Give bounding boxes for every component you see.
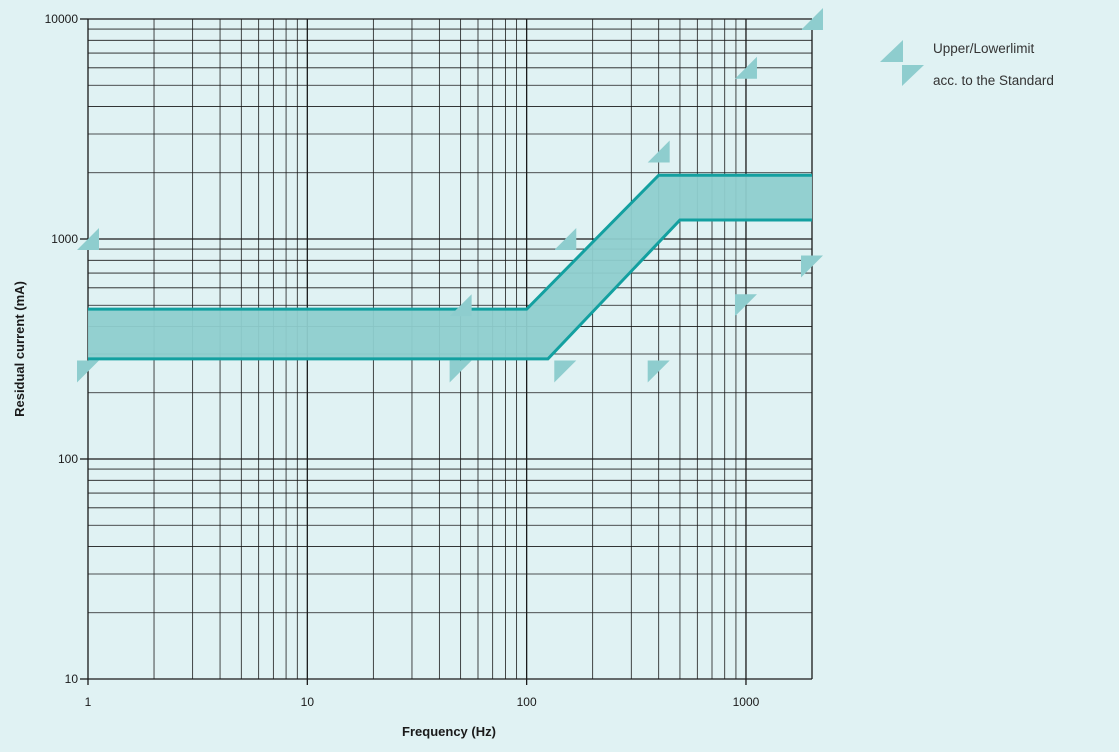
lower-limit-marker: [801, 255, 823, 278]
y-tick-label: 10: [65, 672, 79, 686]
band-area: [88, 175, 812, 359]
x-tick-label: 1000: [733, 695, 760, 709]
upper-limit-marker: [801, 8, 823, 30]
upper-limit-marker: [734, 56, 757, 79]
limit-markers: [77, 8, 823, 383]
upper-limit-marker: [647, 140, 670, 163]
legend-lower-marker: [902, 65, 924, 86]
upper-limit-marker: [77, 228, 99, 250]
lower-limit-marker: [449, 360, 472, 383]
x-tick-label: 1: [85, 695, 92, 709]
tolerance-band: [88, 173, 812, 361]
legend: Upper/Lowerlimit acc. to the Standard: [880, 40, 1054, 88]
legend-line-1: Upper/Lowerlimit: [933, 41, 1035, 56]
y-tick-label: 1000: [51, 232, 78, 246]
y-tick-label: 100: [58, 452, 78, 466]
x-tick-label: 100: [517, 695, 537, 709]
lower-limit-marker: [647, 360, 670, 383]
y-axis-title: Residual current (mA): [12, 281, 27, 417]
y-tick-label: 10000: [45, 12, 79, 26]
legend-line-2: acc. to the Standard: [933, 73, 1054, 88]
upper-limit-marker: [449, 294, 472, 317]
x-axis-title: Frequency (Hz): [402, 724, 496, 739]
lower-limit-marker: [734, 294, 757, 317]
lower-limit-line: [88, 218, 812, 361]
upper-limit-marker: [554, 228, 577, 250]
upper-limit-line: [88, 173, 812, 311]
tick-labels: 1 10 100 1000 10 100 1000 10000: [45, 12, 760, 709]
legend-upper-marker: [880, 40, 903, 62]
lower-limit-marker: [554, 360, 577, 383]
lower-limit-marker: [77, 360, 99, 383]
x-tick-label: 10: [301, 695, 315, 709]
